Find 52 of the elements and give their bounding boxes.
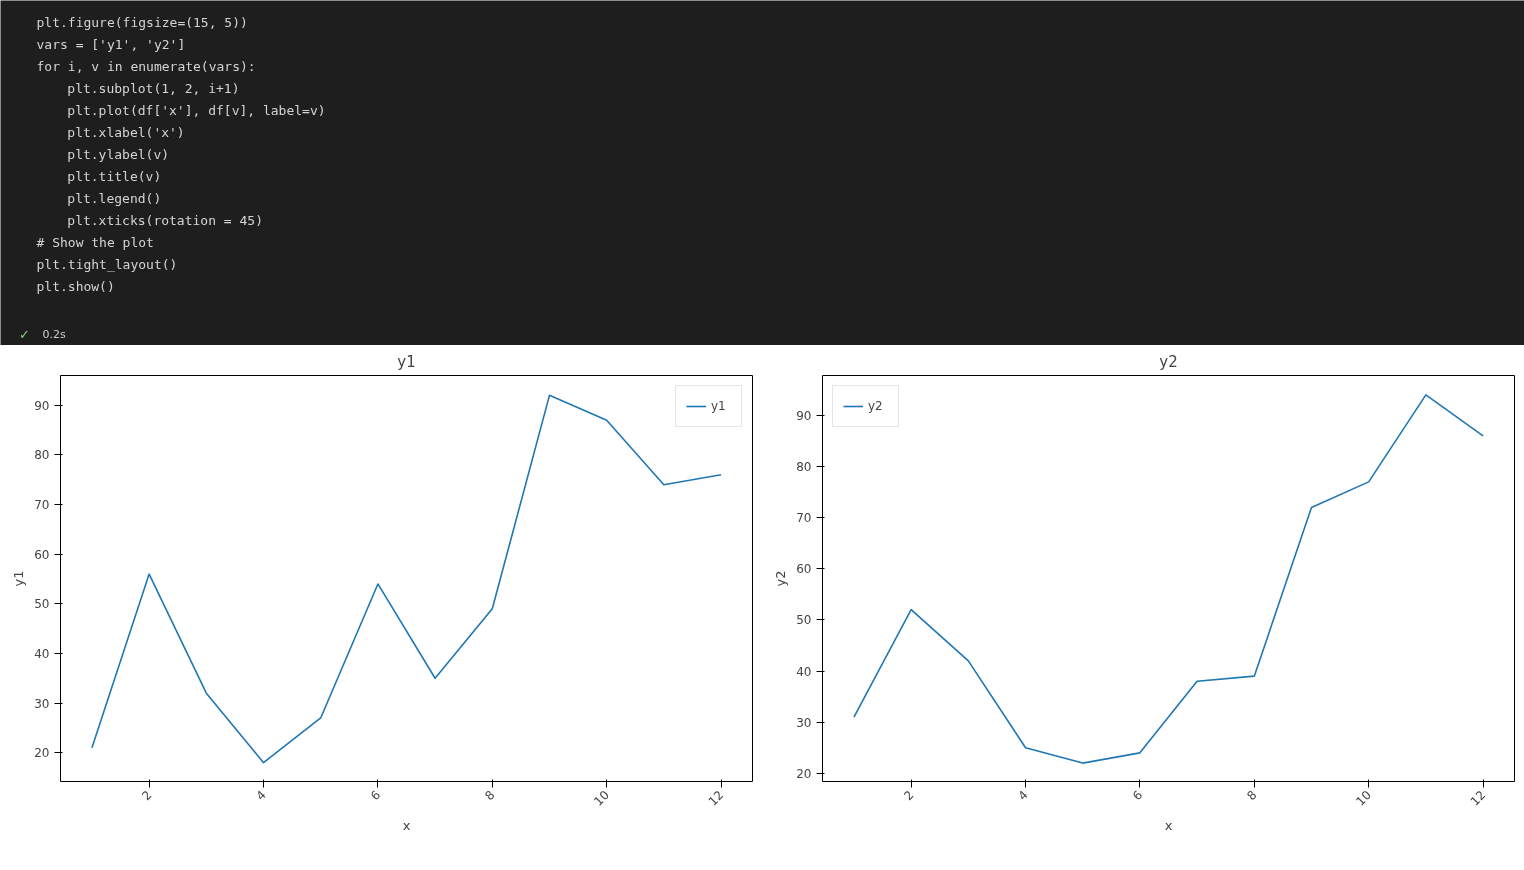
y-tick-label: 80 [34, 448, 50, 463]
text: plt.show() [36, 279, 115, 294]
x-tick-label: 4 [1015, 787, 1031, 804]
legend-label: y2 [868, 399, 884, 413]
text: vars = ['y1', 'y2'] [36, 37, 186, 52]
y-axis-title: y1 [11, 570, 27, 587]
legend-label: y1 [711, 399, 727, 413]
text: plt.figure(figsize=(15, 5)) [36, 15, 248, 30]
text: plt.subplot(1, 2, i+1) [67, 81, 240, 96]
y-axis-title: y2 [773, 570, 789, 587]
x-tick-label: 2 [139, 787, 155, 804]
y-tick-label: 90 [34, 398, 50, 413]
text: plt.tight_layout() [36, 257, 178, 272]
text: plt.ylabel(v) [67, 147, 170, 162]
x-tick-label: 12 [1467, 787, 1489, 809]
y-tick-label: 60 [34, 547, 50, 562]
y-tick-label: 20 [796, 766, 812, 781]
x-tick-label: 8 [482, 787, 498, 804]
x-tick-label: 4 [253, 787, 269, 804]
y-tick-label: 30 [34, 696, 50, 711]
y-tick-label: 80 [796, 460, 812, 475]
line-series [853, 394, 1484, 764]
y-tick-label: 50 [34, 597, 50, 612]
x-tick-label: 2 [901, 787, 917, 804]
text: for i, v in enumerate(vars): [36, 59, 256, 74]
y-tick-label: 60 [796, 562, 812, 577]
y-tick-label: 40 [796, 664, 812, 679]
x-tick-label: 12 [705, 787, 727, 809]
x-tick-label: 6 [367, 787, 384, 804]
y-tick-label: 90 [796, 408, 812, 423]
text: # Show the plot [36, 235, 154, 250]
x-tick-label: 6 [1129, 787, 1146, 804]
text: 0.2s [42, 328, 66, 341]
chart-title: y2 [1159, 352, 1178, 371]
x-tick-label: 10 [1353, 787, 1374, 809]
y-tick-label: 30 [796, 715, 812, 730]
x-axis-title: x [402, 817, 411, 833]
text: plt.legend() [67, 191, 162, 206]
y-tick-label: 20 [34, 746, 50, 761]
text: plt.xticks(rotation = 45) [67, 213, 263, 228]
y-tick-label: 40 [34, 646, 50, 661]
y-tick-label: 70 [796, 511, 812, 526]
text: plt.title(v) [67, 169, 162, 184]
text: plt.xlabel('x') [67, 125, 185, 140]
text: ✓ [18, 327, 30, 342]
x-tick-label: 10 [591, 787, 612, 809]
x-tick-label: 8 [1244, 787, 1260, 804]
text: plt.plot(df['x'], df[v], label=v) [67, 103, 326, 118]
x-axis-title: x [1164, 817, 1173, 833]
y-tick-label: 70 [34, 498, 50, 513]
y-tick-label: 50 [796, 613, 812, 628]
chart-title: y1 [397, 352, 416, 371]
